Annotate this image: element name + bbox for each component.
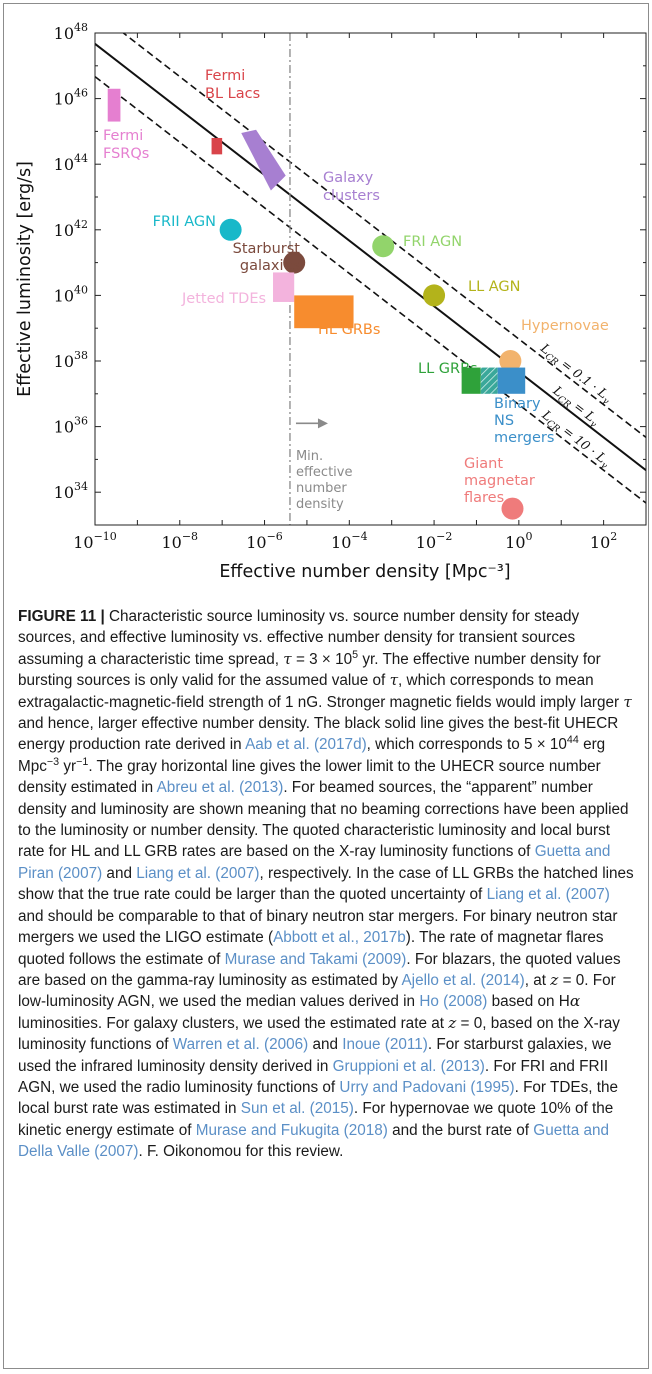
source-mark <box>283 251 306 274</box>
source-label: FSRQs <box>103 146 149 162</box>
y-tick-label: 1042 <box>54 218 88 240</box>
source-label: Galaxy <box>323 170 374 186</box>
source-mark <box>107 88 121 122</box>
y-tick-label: 1046 <box>54 87 88 109</box>
citation-link[interactable]: Guetta and Della Valle (2007) <box>18 1121 609 1161</box>
source-label: Fermi <box>103 128 143 144</box>
arrow-right-icon <box>317 418 328 429</box>
figure-frame <box>3 3 649 1369</box>
citation-link[interactable]: Murase and Fukugita (2018) <box>195 1121 388 1139</box>
source-label: flares <box>464 490 504 506</box>
citation-link[interactable]: Guetta and Piran (2007) <box>18 843 611 882</box>
citation-link[interactable]: Ajello et al. (2014) <box>401 971 525 989</box>
citation-link[interactable]: Inoue (2011) <box>342 1036 428 1054</box>
source-label: mergers <box>494 430 554 446</box>
min-density-label: Min. <box>296 449 323 464</box>
source-label: FRII AGN <box>153 214 216 230</box>
source-label: Hypernovae <box>521 318 609 334</box>
source-label: BL Lacs <box>205 86 260 102</box>
min-density-label: density <box>296 497 344 512</box>
min-density-label: effective <box>296 465 353 480</box>
y-tick-label: 1048 <box>54 21 88 43</box>
source-mark <box>423 284 446 307</box>
citation-link[interactable]: Aab et al. (2017d) <box>245 736 367 754</box>
citation-link[interactable]: Abreu et al. (2013) <box>156 779 284 797</box>
x-tick-label: 10−6 <box>246 530 283 552</box>
source-label: clusters <box>323 188 380 204</box>
figure-label: FIGURE 11 | <box>18 608 105 625</box>
source-mark <box>219 218 242 241</box>
source-label: Giant <box>464 456 503 472</box>
source-mark <box>241 129 286 191</box>
citation-link[interactable]: Gruppioni et al. (2013) <box>332 1057 485 1075</box>
y-tick-label: 1044 <box>54 152 88 174</box>
source-mark <box>480 367 498 394</box>
source-label: LL GRBs <box>418 361 478 377</box>
source-mark <box>294 295 354 329</box>
source-label: HL GRBs <box>318 322 380 338</box>
citation-link[interactable]: Abbott et al., 2017b <box>273 929 406 947</box>
min-density-label: number <box>296 481 347 496</box>
citation-link[interactable]: Warren et al. (2006) <box>172 1036 309 1054</box>
source-label: magnetar <box>464 473 535 489</box>
y-axis-label: Effective luminosity [erg/s] <box>15 161 35 397</box>
x-axis-label: Effective number density [Mpc⁻³] <box>219 562 510 582</box>
figure-caption: FIGURE 11 | Characteristic source lumino… <box>18 608 634 1161</box>
source-mark <box>273 272 295 302</box>
y-tick-label: 1034 <box>54 480 88 502</box>
citation-link[interactable]: Ho (2008) <box>419 993 488 1011</box>
x-tick-label: 10−8 <box>161 530 198 552</box>
citation-link[interactable]: Urry and Padovani (1995) <box>339 1078 515 1096</box>
source-mark <box>372 235 395 258</box>
source-label: NS <box>494 413 514 429</box>
x-tick-label: 10−2 <box>416 530 453 552</box>
citation-link[interactable]: Sun et al. (2015) <box>240 1100 354 1118</box>
y-tick-label: 1036 <box>54 415 88 437</box>
source-label: Binary <box>494 396 541 412</box>
y-tick-label: 1038 <box>54 349 88 371</box>
x-tick-label: 102 <box>590 530 617 552</box>
x-tick-label: 10−4 <box>331 530 368 552</box>
y-tick-label: 1040 <box>54 283 88 305</box>
source-label: galaxies <box>240 258 300 274</box>
citation-link[interactable]: Liang et al. (2007) <box>136 864 260 882</box>
citation-link[interactable]: Liang et al. (2007) <box>486 886 610 904</box>
source-label: FRI AGN <box>403 234 462 250</box>
source-mark <box>211 137 223 155</box>
source-mark <box>461 367 481 394</box>
source-label: Jetted TDEs <box>181 291 266 307</box>
luminosity-line <box>95 75 646 504</box>
plot-area <box>94 32 647 526</box>
source-mark <box>501 497 524 520</box>
source-label: Starburst <box>233 241 301 257</box>
luminosity-line <box>95 43 646 472</box>
luminosity-line <box>122 33 646 439</box>
source-mark <box>499 350 522 372</box>
x-tick-label: 100 <box>505 530 532 552</box>
source-mark <box>497 367 526 394</box>
source-label: Fermi <box>205 68 245 84</box>
citation-link[interactable]: Murase and Takami (2009) <box>224 950 407 968</box>
source-label: LL AGN <box>468 279 521 295</box>
x-tick-label: 10−10 <box>73 530 117 552</box>
